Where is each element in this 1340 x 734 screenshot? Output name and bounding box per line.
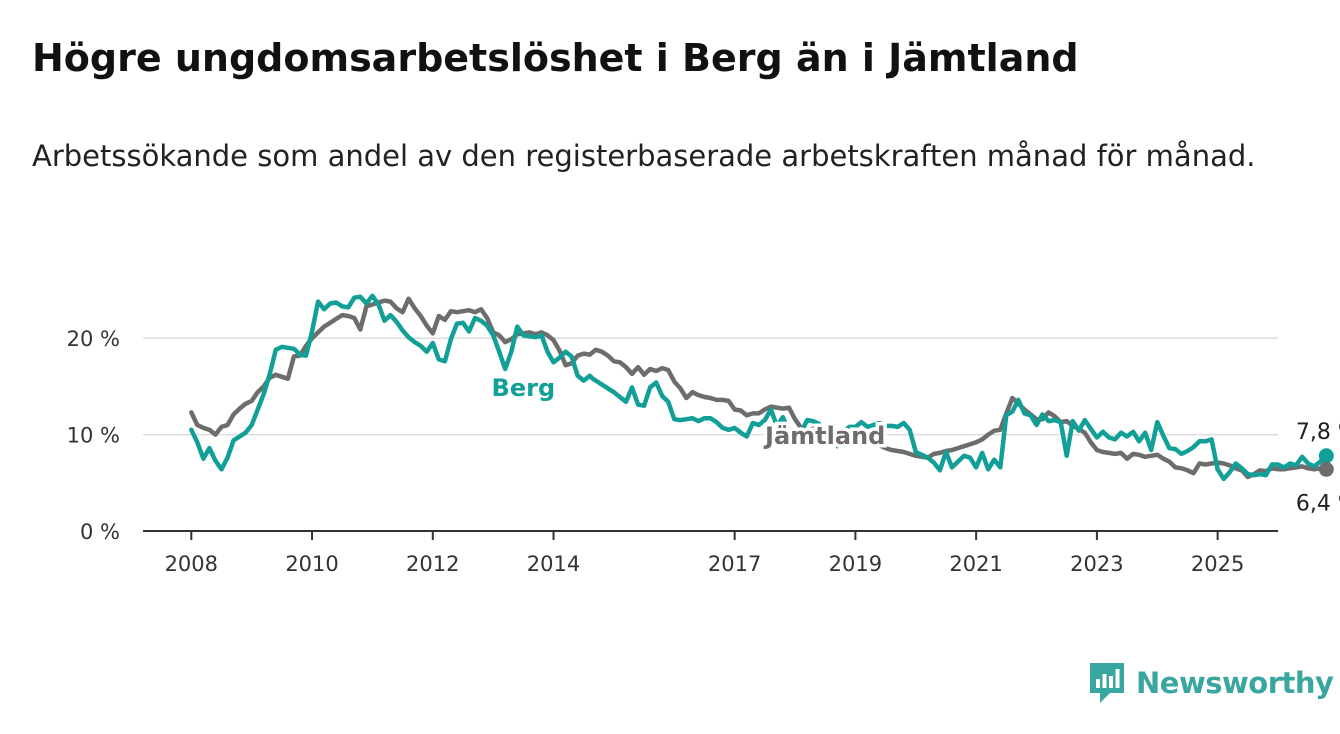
series-line-0	[189, 293, 1329, 482]
series-lines	[189, 293, 1329, 482]
x-tick-label: 2021	[949, 552, 1002, 576]
chart-title: Högre ungdomsarbetslöshet i Berg än i Jä…	[32, 36, 1079, 80]
x-tick-label: 2023	[1070, 552, 1123, 576]
y-axis-ticks: 0 % 10 % 20 %	[67, 327, 120, 544]
x-tick-label: 2019	[829, 552, 882, 576]
newsworthy-logo-icon	[1090, 663, 1124, 703]
x-axis-ticks: 2008 2010 2012 2014 2017 2019 2021 2023 2025	[165, 531, 1244, 576]
y-tick-label: 10 %	[67, 424, 120, 448]
x-tick-label: 2014	[527, 552, 580, 576]
x-tick-label: 2017	[708, 552, 761, 576]
newsworthy-logo: Newsworthy	[1088, 660, 1334, 706]
x-tick-label: 2010	[285, 552, 338, 576]
series-label-0: Berg	[492, 374, 556, 402]
y-tick-label: 0 %	[80, 520, 120, 544]
end-point-1	[1318, 461, 1334, 477]
x-tick-label: 2012	[406, 552, 459, 576]
brand-name: Newsworthy	[1136, 666, 1334, 700]
end-value-label-0: 7,8 %	[1296, 420, 1340, 445]
y-tick-label: 20 %	[67, 327, 120, 351]
end-value-label-1: 6,4 %	[1296, 491, 1340, 516]
end-point-0	[1318, 448, 1334, 464]
series-line-1	[189, 296, 1329, 480]
series-label-1: Jämtland	[763, 422, 885, 450]
gridlines	[143, 337, 1278, 436]
chart-subtitle: Arbetssökande som andel av den registerb…	[32, 139, 1256, 173]
x-tick-label: 2008	[165, 552, 218, 576]
x-tick-label: 2025	[1191, 552, 1244, 576]
series-labels: Berg Jämtland 7,8 % 6,4 %	[488, 371, 1340, 520]
